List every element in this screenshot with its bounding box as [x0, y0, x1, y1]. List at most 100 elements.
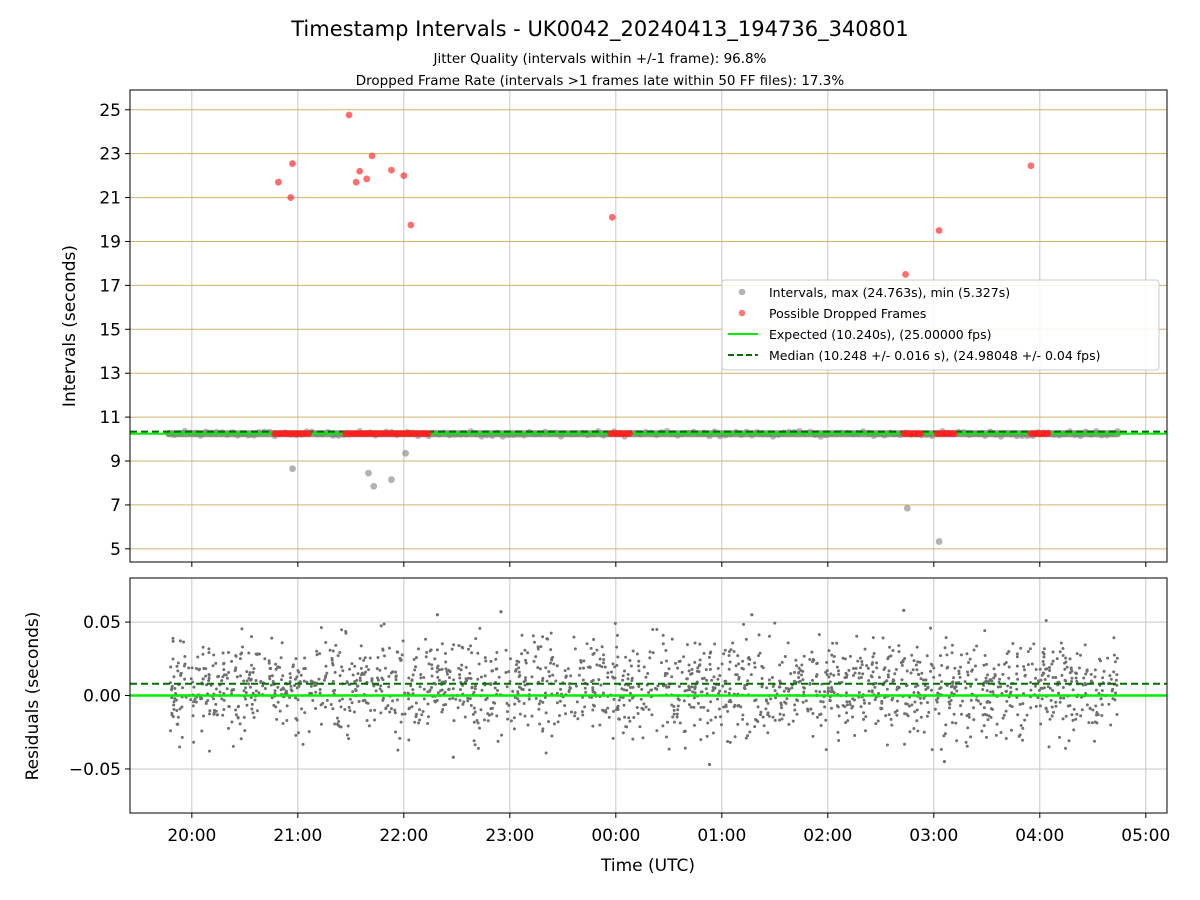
residual-point: [622, 703, 626, 707]
residual-point: [421, 710, 425, 714]
residual-point: [469, 703, 473, 707]
residual-point: [847, 668, 851, 672]
residual-point: [230, 659, 234, 663]
residual-point: [509, 719, 513, 723]
residual-point: [1019, 646, 1023, 650]
residual-point: [1114, 678, 1118, 682]
residual-point: [598, 657, 602, 661]
residual-point: [630, 676, 634, 680]
residual-point: [447, 687, 451, 691]
residual-point: [932, 675, 936, 679]
residual-point: [208, 712, 212, 716]
residual-point: [815, 715, 819, 719]
residual-point: [452, 678, 456, 682]
residual-point: [1028, 647, 1032, 651]
residual-point: [953, 685, 957, 689]
residual-point: [302, 679, 306, 683]
residual-point: [693, 685, 697, 689]
residual-point: [239, 674, 243, 678]
residual-point: [687, 669, 691, 673]
residual-point: [479, 675, 483, 679]
residual-point: [877, 691, 881, 695]
residual-point: [728, 660, 732, 664]
interval-outlier-point: [903, 504, 911, 512]
residual-point: [862, 717, 866, 721]
residual-point: [536, 647, 540, 651]
residual-point: [945, 653, 949, 657]
residual-point: [1085, 703, 1089, 707]
residual-point: [221, 675, 225, 679]
residual-point: [485, 696, 489, 700]
intervals-legend: Intervals, max (24.763s), min (5.327s) P…: [721, 279, 1160, 371]
residual-point: [375, 667, 379, 671]
residual-point: [1061, 654, 1065, 658]
residual-point: [180, 735, 184, 739]
residual-point: [548, 674, 552, 678]
residuals-y-tick-label: 0.00: [83, 687, 121, 707]
residual-point: [984, 662, 988, 666]
residual-point: [389, 707, 393, 711]
residual-point: [698, 718, 702, 722]
residual-point: [268, 674, 272, 678]
residual-point: [486, 712, 490, 716]
residual-point: [933, 707, 937, 711]
residual-point: [1100, 703, 1104, 707]
residual-point: [959, 653, 963, 657]
residual-point: [944, 723, 948, 727]
residual-point: [861, 672, 865, 676]
residual-point: [889, 654, 893, 658]
residual-point: [242, 689, 246, 693]
residual-point: [189, 698, 193, 702]
residual-point: [370, 679, 374, 683]
residual-point: [520, 633, 524, 637]
residual-point: [318, 687, 322, 691]
residual-point: [951, 682, 955, 686]
residual-point: [829, 706, 833, 710]
residual-point: [1070, 713, 1074, 717]
residual-point: [588, 666, 592, 670]
residual-point: [845, 703, 849, 707]
residual-point: [773, 718, 777, 722]
residual-point: [825, 669, 829, 673]
residual-point: [867, 679, 871, 683]
residual-point: [682, 699, 686, 703]
residual-point: [400, 712, 404, 716]
residual-point: [382, 622, 386, 626]
residual-point: [230, 688, 234, 692]
residual-point: [508, 657, 512, 661]
residual-point: [538, 722, 542, 726]
residual-point: [425, 650, 429, 654]
residual-point: [1064, 656, 1068, 660]
residual-point: [422, 676, 426, 680]
residual-point: [846, 719, 850, 723]
residual-point: [641, 707, 645, 711]
residual-point: [981, 687, 985, 691]
residual-point: [620, 687, 624, 691]
residual-point: [414, 701, 418, 705]
residual-point: [1064, 746, 1068, 750]
residual-point: [1046, 685, 1050, 689]
residual-point: [989, 678, 993, 682]
residual-point: [541, 676, 545, 680]
residual-point: [496, 688, 500, 692]
residual-point: [1054, 704, 1058, 708]
residual-point: [804, 699, 808, 703]
residual-point: [407, 738, 411, 742]
residual-point: [918, 696, 922, 700]
residual-point: [407, 676, 411, 680]
residual-point: [379, 624, 383, 628]
residual-point: [826, 686, 830, 690]
residual-point: [1078, 653, 1082, 657]
residual-point: [169, 665, 173, 669]
residual-point: [863, 701, 867, 705]
residual-point: [705, 734, 709, 738]
residual-point: [707, 655, 711, 659]
residual-point: [1036, 679, 1040, 683]
residual-point: [429, 648, 433, 652]
residual-point: [480, 688, 484, 692]
interval-point: [584, 431, 591, 439]
residual-point: [356, 684, 360, 688]
residual-point: [721, 684, 725, 688]
residual-point: [253, 698, 257, 702]
residual-point: [291, 664, 295, 668]
